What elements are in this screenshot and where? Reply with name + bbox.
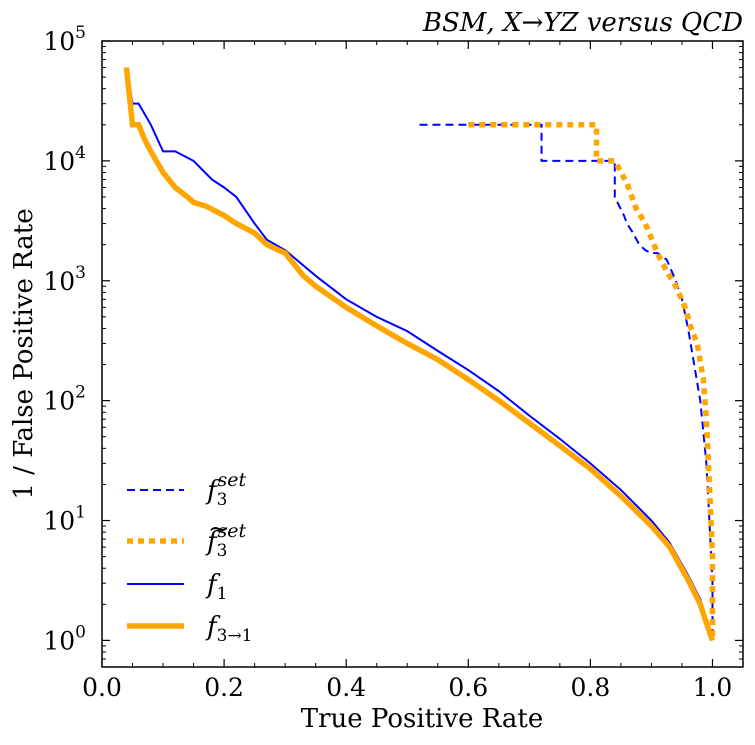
legend-label-sub: 1 [217,584,228,604]
legend-label-f1: f1 [205,570,227,604]
legend-label-sup: set [217,469,246,491]
y-tick-base: 10 [43,27,75,56]
y-tick-label: 103 [43,263,86,296]
y-tick-base: 10 [43,507,75,536]
x-tick-label: 0.2 [204,673,244,702]
x-axis-ticks: 0.0 0.2 0.4 0.6 0.8 1.0 [82,41,732,702]
y-axis-label: 1 / False Positive Rate [9,208,39,499]
y-tick-label: 100 [43,622,86,655]
series-layer [123,67,716,642]
plot-frame [101,40,744,668]
series-line-f3set-tilde [468,122,716,641]
y-tick-exp: 2 [75,383,86,403]
x-tick-label: 0.6 [448,673,488,702]
y-tick-base: 10 [43,267,75,296]
y-tick-exp: 5 [75,23,86,43]
y-tick-base: 10 [43,626,75,655]
y-tick-label: 101 [43,503,86,536]
y-tick-base: 10 [43,147,75,176]
y-tick-exp: 0 [75,622,86,642]
series-line-f3set [419,123,714,641]
y-tick-label: 104 [43,143,86,176]
legend-label-sup: set [217,520,246,542]
series-line-f1 [125,67,714,641]
chart-title: BSM, X→YZ versus QCD [422,8,743,38]
x-axis-label: True Positive Rate [301,704,544,734]
x-tick-label: 0.8 [570,673,610,702]
y-tick-label: 102 [43,383,86,416]
legend-label-f3set-tilde: f3set [205,520,246,561]
legend-label-sub: 3→1 [217,626,253,646]
legend-label-f3to1: f3→1 [205,612,253,646]
x-tick-label: 0.4 [326,673,366,702]
legend-tilde-mark: ~ [208,514,230,544]
legend-label-sub: 3 [217,490,228,510]
x-tick-label: 0.0 [82,673,122,702]
y-tick-exp: 3 [75,263,86,283]
x-tick-label: 1.0 [693,673,733,702]
y-tick-exp: 4 [75,143,86,163]
y-tick-label: 105 [43,23,86,56]
series-line-f3to1 [123,67,716,642]
y-tick-exp: 1 [75,503,86,523]
y-tick-base: 10 [43,387,75,416]
legend-label-sub: 3 [217,541,228,561]
legend-label-f3set: f3set [205,469,246,510]
